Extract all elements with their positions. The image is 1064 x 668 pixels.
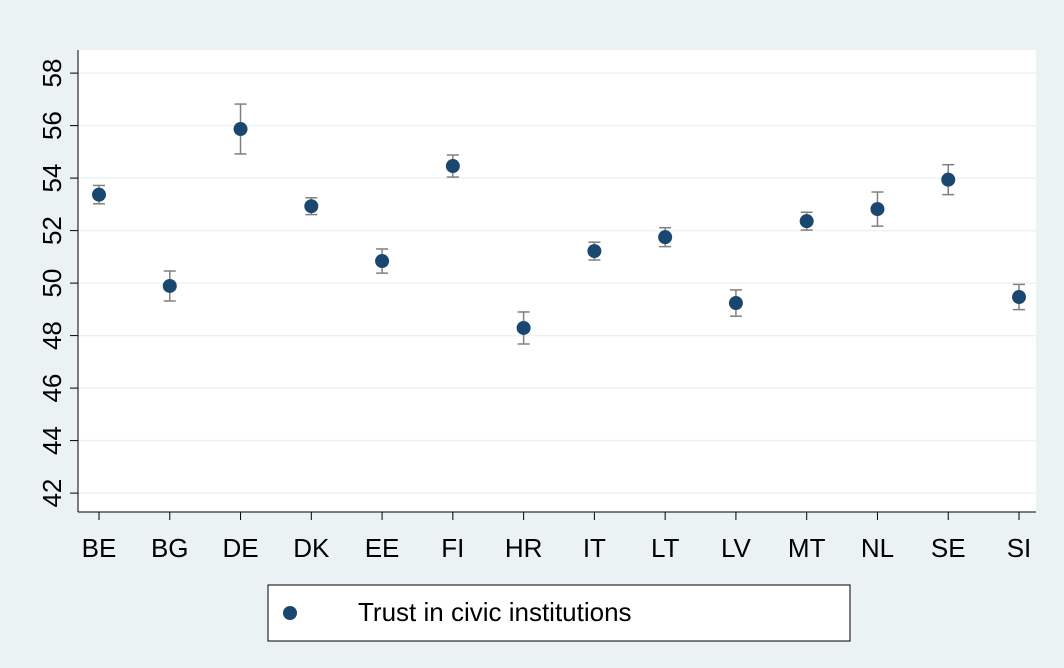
- x-tick-label: SI: [1007, 533, 1032, 563]
- legend-label: Trust in civic institutions: [358, 597, 632, 627]
- point: [799, 214, 814, 229]
- x-tick-label: IT: [583, 533, 606, 563]
- point: [941, 172, 956, 187]
- y-tick-label: 52: [37, 216, 67, 245]
- point: [658, 230, 673, 245]
- point: [516, 320, 531, 335]
- x-tick-label: EE: [365, 533, 400, 563]
- point: [92, 187, 106, 202]
- point: [728, 296, 743, 311]
- y-tick-label: 56: [37, 111, 67, 140]
- y-tick-label: 50: [37, 269, 67, 298]
- x-tick-label: BE: [82, 533, 117, 563]
- x-tick-label: FI: [441, 533, 464, 563]
- x-tick-label: LT: [651, 533, 680, 563]
- x-tick-label: SE: [931, 533, 966, 563]
- point: [375, 254, 390, 269]
- x-tick-label: BG: [151, 533, 189, 563]
- legend-marker: [283, 606, 297, 620]
- x-tick-label: DE: [222, 533, 258, 563]
- point: [162, 278, 177, 293]
- legend: [267, 584, 851, 642]
- point: [1012, 290, 1026, 305]
- y-tick-label: 46: [37, 374, 67, 403]
- y-tick-label: 42: [37, 479, 67, 508]
- point: [870, 202, 885, 217]
- x-tick-label: LV: [721, 533, 752, 563]
- x-tick-label: HR: [505, 533, 543, 563]
- y-tick-label: 44: [37, 426, 67, 455]
- x-tick-label: DK: [293, 533, 330, 563]
- plot-area: [78, 50, 1036, 512]
- y-tick-label: 48: [37, 321, 67, 350]
- point: [587, 244, 602, 259]
- point: [233, 122, 248, 137]
- point: [304, 199, 319, 214]
- x-tick-label: MT: [788, 533, 826, 563]
- y-tick-label: 58: [37, 59, 67, 88]
- y-tick-label: 54: [37, 164, 67, 193]
- point: [445, 159, 460, 174]
- x-tick-label: NL: [861, 533, 894, 563]
